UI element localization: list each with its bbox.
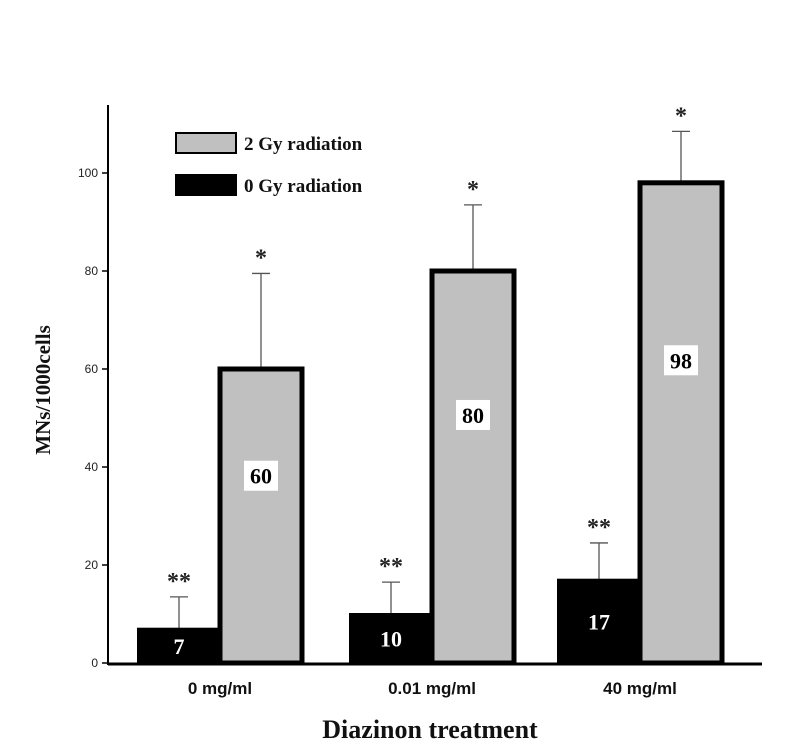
- y-tick-label: 80: [85, 264, 99, 278]
- value-label: 60: [250, 464, 272, 489]
- significance-label: *: [675, 103, 687, 129]
- significance-label: **: [167, 569, 191, 595]
- value-label: 98: [670, 348, 692, 373]
- bars: [137, 130, 725, 666]
- y-axis-title: MNs/1000cells: [31, 325, 55, 454]
- labels: ** 7 * 60 0 mg/ml ** 10 * 80 0.01 mg/ml ** 17 * 98 40 …: [167, 103, 698, 698]
- y-tick-label: 60: [85, 362, 99, 376]
- y-tick-label: 100: [78, 166, 98, 180]
- value-label-box: [244, 460, 278, 491]
- bar-2gy: [429, 268, 517, 666]
- legend-swatch: [175, 174, 237, 196]
- y-tick-label: 0: [91, 656, 98, 670]
- legend-label: 2 Gy radiation: [244, 134, 363, 155]
- significance-label: *: [467, 177, 479, 203]
- legend: 2 Gy radiation 0 Gy radiation: [175, 132, 363, 197]
- y-tick-label: 20: [85, 558, 99, 572]
- x-axis-title: Diazinon treatment: [322, 715, 538, 744]
- value-label: 17: [588, 609, 610, 634]
- legend-swatch: [175, 132, 237, 154]
- value-label-box: [664, 345, 698, 376]
- y-tick-label: 40: [85, 460, 99, 474]
- significance-label: **: [587, 515, 611, 541]
- bar-0gy: [137, 627, 221, 665]
- bar-2gy: [637, 180, 725, 666]
- value-label: 80: [462, 403, 484, 428]
- legend-label: 0 Gy radiation: [244, 176, 363, 197]
- value-label: 7: [174, 634, 185, 659]
- value-label-box: [456, 399, 490, 430]
- bar-2gy: [217, 366, 305, 666]
- x-category-label: 0.01 mg/ml: [388, 679, 476, 698]
- x-category-label: 0 mg/ml: [188, 679, 252, 698]
- significance-label: *: [255, 245, 267, 271]
- x-category-label: 40 mg/ml: [603, 679, 677, 698]
- value-label: 10: [380, 627, 402, 652]
- significance-label: **: [379, 554, 403, 580]
